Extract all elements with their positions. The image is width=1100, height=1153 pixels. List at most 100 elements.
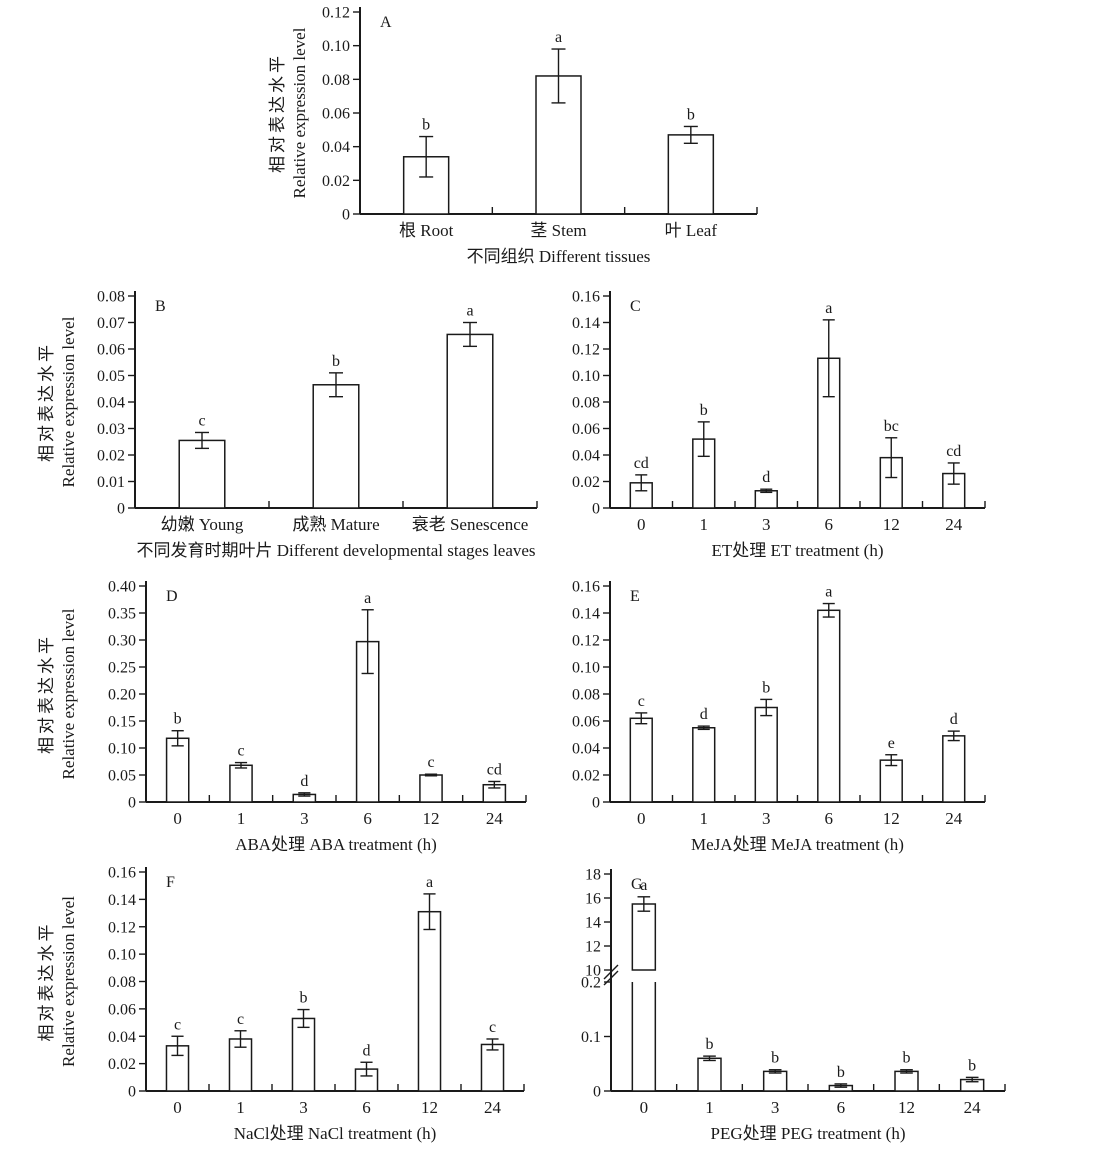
category-label: 0 [637, 515, 646, 534]
bar [697, 1057, 722, 1092]
y-tick-label: 0.30 [108, 633, 136, 650]
y-axis-title-zh: 相对表达水平 [37, 922, 56, 1042]
category-label: 24 [945, 515, 963, 534]
y-tick-label: 0.02 [97, 448, 125, 465]
panel-f-chart: 0 0.02 0.04 0.06 0.08 0.10 0.12 0.14 0.16 c 0 c 1 b 3 d… [37, 865, 525, 1143]
y-tick-label: 0.16 [108, 865, 136, 882]
sig-letter: cd [487, 761, 502, 778]
panel-letter: G [631, 876, 643, 893]
panel-c-chart: 0 0.02 0.04 0.06 0.08 0.10 0.12 0.14 0.16 cd 0 b 1 d 3… [572, 289, 986, 560]
sig-letter: a [364, 590, 371, 607]
sig-letter: b [837, 1064, 845, 1081]
sig-letter: b [968, 1057, 976, 1074]
sig-letter: a [555, 29, 562, 46]
sig-letter: c [427, 754, 434, 771]
y-tick-label: 0.40 [108, 579, 136, 596]
category-label: 6 [363, 809, 372, 828]
bar [894, 1070, 919, 1092]
bar [165, 737, 190, 803]
y-tick-label: 0 [128, 1084, 136, 1101]
bar-lower-segment [631, 982, 657, 1092]
y-tick-label: 0.10 [322, 38, 350, 55]
x-axis-title: PEG处理 PEG treatment (h) [711, 1124, 906, 1143]
category-label: 24 [486, 809, 504, 828]
category-label: 3 [762, 515, 771, 534]
y-tick-label: 0.02 [572, 474, 600, 491]
y-tick-label: 0.16 [572, 579, 600, 596]
category-label: 3 [300, 809, 309, 828]
y-tick-label: 0.16 [572, 289, 600, 306]
y-tick-label: 0.01 [97, 474, 125, 491]
sig-letter: a [466, 303, 473, 320]
category-label: 0 [640, 1098, 649, 1117]
y-tick-label: 0.2 [581, 975, 601, 992]
x-axis-title: 不同组织 Different tissues [467, 247, 651, 266]
y-axis-title-zh: 相对表达水平 [268, 53, 287, 173]
panel-f-nacl-treatment: 0 0.02 0.04 0.06 0.08 0.10 0.12 0.14 0.16 c 0 c 1 b 3 d… [18, 862, 545, 1153]
bar [667, 134, 715, 215]
panel-letter: E [630, 588, 640, 605]
sig-letter: d [363, 1042, 371, 1059]
category-label: 3 [771, 1098, 780, 1117]
y-tick-label: 0.02 [572, 768, 600, 785]
y-tick-label: 0.02 [108, 1056, 136, 1073]
category-label: 6 [825, 809, 834, 828]
y-tick-label: 0.12 [108, 919, 136, 936]
category-label: 12 [423, 809, 440, 828]
y-tick-label: 0.10 [108, 947, 136, 964]
panel-d-aba-treatment: 0 0.05 0.10 0.15 0.20 0.25 0.30 0.35 0.40 b 0 c 1 d 3 a… [18, 576, 545, 858]
x-axis-title: NaCl处理 NaCl treatment (h) [234, 1124, 437, 1143]
y-axis-title-zh: 相对表达水平 [37, 634, 56, 754]
category-label: 1 [700, 809, 709, 828]
y-tick-label: 14 [585, 915, 601, 932]
category-label: 0 [173, 1098, 182, 1117]
sig-letter: c [198, 412, 205, 429]
y-tick-label: 0.12 [572, 342, 600, 359]
category-label: 0 [637, 809, 646, 828]
y-tick-label: 0.08 [97, 289, 125, 306]
category-label: 24 [484, 1098, 502, 1117]
sig-letter: bc [884, 418, 899, 435]
sig-letter: b [687, 106, 695, 123]
sig-letter: cd [634, 455, 649, 472]
y-tick-label: 0 [593, 1084, 601, 1101]
y-tick-label: 0.14 [572, 315, 600, 332]
panel-letter: F [166, 874, 175, 891]
sig-letter: b [422, 117, 430, 134]
y-tick-label: 10 [585, 963, 601, 980]
bar [629, 717, 653, 803]
category-label: 根 Root [399, 221, 454, 240]
y-tick-label: 0.04 [108, 1029, 136, 1046]
y-tick-label: 0 [128, 795, 136, 812]
y-tick-label: 0.04 [572, 741, 600, 758]
y-tick-label: 0.06 [108, 1001, 136, 1018]
category-label: 24 [945, 809, 963, 828]
x-axis-title: MeJA处理 MeJA treatment (h) [691, 835, 904, 854]
sig-letter: b [300, 990, 308, 1007]
y-axis-title-zh: 相对表达水平 [37, 342, 56, 462]
bar [417, 910, 442, 1092]
sig-letter: cd [946, 443, 961, 460]
y-tick-label: 0.20 [108, 687, 136, 704]
sig-letter: d [300, 773, 308, 790]
bar [312, 384, 360, 509]
category-label: 12 [883, 809, 900, 828]
category-label: 12 [883, 515, 900, 534]
category-label: 成熟 Mature [292, 514, 379, 534]
category-label: 0 [173, 809, 182, 828]
y-tick-label: 0.08 [572, 687, 600, 704]
category-label: 茎 Stem [530, 221, 586, 240]
y-tick-label: 12 [585, 939, 601, 956]
bar-upper-segment [631, 903, 657, 971]
sig-letter: b [903, 1050, 911, 1067]
panel-letter: D [166, 588, 178, 605]
panel-e-meja-treatment: 0 0.02 0.04 0.06 0.08 0.10 0.12 0.14 0.16 c 0 d 1 b 3 a… [545, 576, 1100, 858]
y-tick-label: 0.05 [108, 768, 136, 785]
y-tick-label: 0.07 [97, 315, 125, 332]
y-tick-label: 0.05 [97, 368, 125, 385]
panel-letter: A [380, 14, 392, 31]
sig-letter: c [237, 743, 244, 760]
bar [942, 735, 966, 803]
y-tick-label: 0.04 [97, 395, 125, 412]
